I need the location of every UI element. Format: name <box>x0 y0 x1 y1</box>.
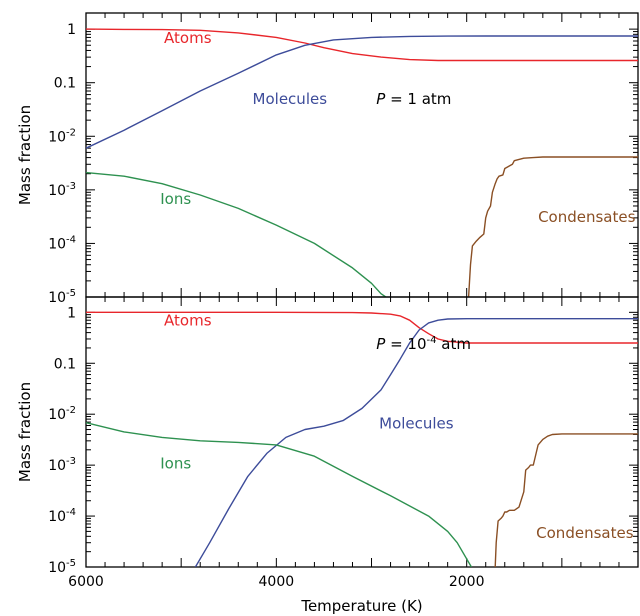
series-label-ions: Ions <box>160 190 191 208</box>
y-tick-label: 10-2 <box>48 127 76 145</box>
x-axis-label: Temperature (K) <box>300 597 422 615</box>
y-tick-label-base: 10 <box>48 236 66 252</box>
series-line-molecules <box>194 318 638 567</box>
y-tick-label: 10-5 <box>48 558 76 576</box>
pressure-base: 10 <box>407 335 426 353</box>
y-tick-label-base: 10 <box>48 509 66 525</box>
y-tick-label: 10-4 <box>48 234 76 252</box>
pressure-base: 1 <box>407 90 417 108</box>
pressure-eq: = <box>385 335 407 353</box>
series-label-condensates: Condensates <box>538 208 636 226</box>
y-tick-label: 0.1 <box>54 76 76 92</box>
y-tick-label-exp: -4 <box>66 507 76 518</box>
series-group <box>86 28 638 297</box>
series-label-molecules: Molecules <box>379 415 454 433</box>
y-tick-label-base: 1 <box>67 22 76 38</box>
pressure-eq: = <box>385 90 407 108</box>
y-tick-label-base: 10 <box>48 290 66 306</box>
y-tick-label: 10-5 <box>48 288 76 306</box>
pressure-label: P = 1 atm <box>376 90 451 108</box>
pressure-symbol: P <box>376 335 386 353</box>
y-tick-label-exp: -2 <box>66 405 76 416</box>
series-line-condensates <box>467 156 638 297</box>
y-tick-label-base: 0.1 <box>54 76 76 92</box>
plot-frame <box>85 12 639 298</box>
y-tick-label-exp: -3 <box>66 181 76 192</box>
series-label-atoms: Atoms <box>164 312 212 330</box>
y-tick-label: 10-4 <box>48 507 76 525</box>
series-line-molecules <box>86 35 638 149</box>
pressure-label: P = 10-4 atm <box>376 335 471 353</box>
y-tick-label: 10-3 <box>48 456 76 474</box>
y-tick-label: 10-3 <box>48 181 76 199</box>
y-tick-label-exp: -3 <box>66 456 76 467</box>
y-axis-label: Mass fraction <box>16 382 34 482</box>
series-label-ions: Ions <box>160 455 191 473</box>
y-axis-label: Mass fraction <box>16 105 34 205</box>
pressure-unit: atm <box>417 90 451 108</box>
y-tick-label-exp: -5 <box>66 288 76 299</box>
x-tick-label: 6000 <box>68 574 104 590</box>
y-tick-label-exp: -5 <box>66 558 76 569</box>
x-tick-label: 4000 <box>259 574 295 590</box>
y-tick-label: 0.1 <box>54 356 76 372</box>
y-tick-label: 1 <box>67 22 76 38</box>
y-tick-label-base: 10 <box>48 407 66 423</box>
y-tick-label-base: 0.1 <box>54 356 76 372</box>
series-line-ions <box>86 171 387 297</box>
y-tick-label-base: 10 <box>48 129 66 145</box>
pressure-unit: atm <box>437 335 471 353</box>
y-tick-label-base: 1 <box>67 305 76 321</box>
series-line-condensates <box>494 433 638 567</box>
y-tick-label-base: 10 <box>48 560 66 576</box>
series-label-molecules: Molecules <box>253 90 328 108</box>
y-tick-label-exp: -4 <box>66 234 76 245</box>
y-tick-label: 10-2 <box>48 405 76 423</box>
plot-frame <box>85 296 639 568</box>
y-tick-label-base: 10 <box>48 458 66 474</box>
y-tick-label-base: 10 <box>48 183 66 199</box>
series-line-ions <box>86 422 473 567</box>
y-tick-label-exp: -2 <box>66 127 76 138</box>
pressure-symbol: P <box>376 90 386 108</box>
series-label-condensates: Condensates <box>536 524 634 542</box>
series-label-atoms: Atoms <box>164 29 212 47</box>
y-tick-label: 1 <box>67 305 76 321</box>
series-group <box>86 311 638 567</box>
pressure-exp: -4 <box>427 335 437 346</box>
x-tick-label: 2000 <box>449 574 485 590</box>
series-line-atoms <box>86 311 638 344</box>
series-line-atoms <box>86 28 638 62</box>
